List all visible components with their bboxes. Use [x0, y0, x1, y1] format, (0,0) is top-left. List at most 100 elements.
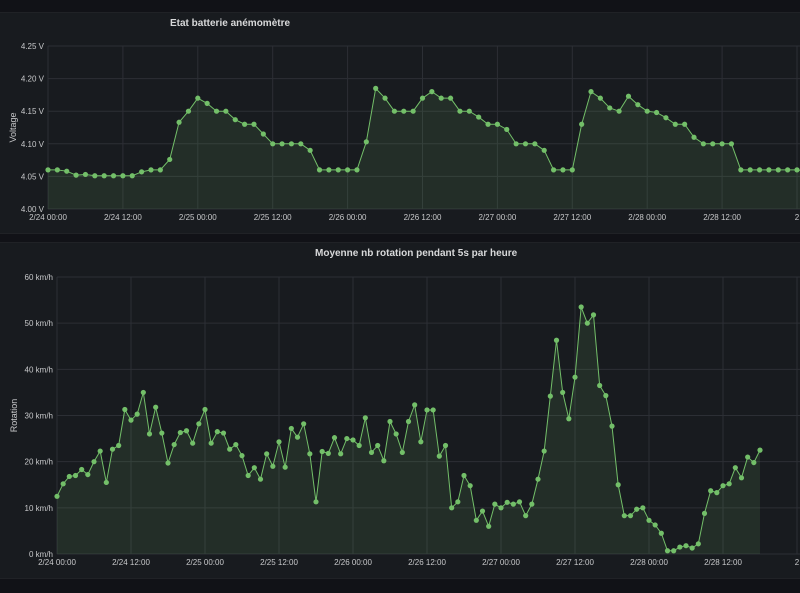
data-point — [726, 481, 732, 487]
x-tick-label: 2/25 12:00 — [254, 213, 292, 222]
data-point — [202, 406, 208, 413]
data-point — [177, 429, 183, 436]
data-point — [338, 451, 344, 457]
data-point — [710, 141, 716, 147]
data-point — [429, 89, 435, 95]
data-point — [522, 141, 529, 147]
y-tick-label: 20 km/h — [25, 458, 53, 467]
data-point — [566, 416, 572, 422]
x-tick-label: 2/26 00:00 — [329, 213, 367, 222]
data-point — [436, 453, 442, 459]
data-point — [45, 167, 51, 173]
data-point — [597, 382, 603, 389]
data-point — [625, 93, 632, 99]
data-point — [658, 530, 664, 536]
data-point — [159, 430, 165, 436]
data-point — [165, 460, 171, 466]
y-tick-label: 4.15 V — [21, 107, 45, 116]
data-point — [523, 513, 529, 519]
battery-panel: Etat batterie anémomètre 4.00 V 4.05 V 4.1… — [0, 12, 800, 234]
data-point — [260, 131, 266, 137]
series-points — [54, 304, 763, 554]
data-point — [615, 482, 621, 488]
series-area — [57, 307, 760, 554]
data-point — [270, 141, 276, 147]
data-point — [578, 304, 584, 310]
y-tick-label: 4.25 V — [21, 42, 45, 51]
x-tick-label: 2/26 12:00 — [404, 213, 442, 222]
data-point — [640, 505, 646, 511]
data-point — [316, 167, 323, 173]
data-point — [313, 499, 319, 505]
data-point — [720, 483, 726, 489]
data-point — [66, 473, 72, 480]
data-point — [516, 499, 523, 505]
data-point — [288, 425, 294, 432]
data-point — [190, 440, 196, 446]
data-point — [288, 141, 295, 147]
data-point — [597, 95, 603, 101]
data-point — [220, 430, 227, 436]
data-point — [607, 105, 613, 111]
rotation-chart[interactable]: 0 km/h 10 km/h 20 km/h 30 km/h 40 km/h 50 km/… — [0, 243, 800, 580]
battery-chart[interactable]: 4.00 V 4.05 V 4.10 V 4.15 V 4.20 V 4.25 V 2/24… — [0, 13, 800, 235]
data-point — [110, 173, 117, 179]
data-point — [276, 439, 282, 445]
data-point — [213, 108, 220, 114]
data-point — [391, 108, 398, 114]
data-point — [569, 167, 575, 173]
data-point — [616, 108, 622, 114]
data-point — [298, 141, 304, 147]
x-tick-label: 2/26 00:00 — [334, 558, 372, 567]
data-point — [560, 167, 566, 173]
y-tick-label: 4.20 V — [21, 75, 45, 84]
data-point — [449, 505, 455, 511]
data-point — [701, 510, 708, 516]
data-point — [412, 402, 418, 408]
x-tick-label: 2/27 00:00 — [482, 558, 520, 567]
data-point — [476, 114, 482, 120]
data-point — [732, 465, 738, 471]
data-point — [644, 108, 650, 114]
data-point — [227, 446, 233, 452]
grid-lines — [47, 45, 800, 210]
battery-panel-title[interactable]: Etat batterie anémomètre — [170, 18, 291, 29]
data-point — [368, 449, 375, 456]
data-point — [148, 167, 154, 173]
data-point — [430, 407, 436, 413]
data-point — [128, 417, 134, 423]
data-point — [510, 501, 516, 507]
x-tick-label: 2/27 00:00 — [478, 213, 516, 222]
x-tick-label: 2/27 12:00 — [553, 213, 591, 222]
data-point — [279, 141, 285, 147]
data-point — [354, 167, 360, 173]
data-point — [663, 115, 669, 121]
data-point — [85, 471, 91, 478]
data-point — [331, 435, 338, 441]
data-point — [419, 95, 426, 101]
data-point — [363, 139, 369, 145]
data-point — [794, 167, 800, 173]
data-point — [745, 454, 751, 460]
data-point — [719, 141, 725, 147]
data-point — [584, 320, 590, 326]
data-point — [129, 173, 135, 179]
data-point — [97, 448, 103, 454]
data-point — [171, 441, 177, 448]
data-point — [447, 95, 454, 101]
data-point — [204, 100, 210, 106]
data-point — [756, 167, 763, 173]
data-point — [664, 548, 671, 554]
rotation-panel-title[interactable]: Moyenne nb rotation pendant 5s par heure — [315, 248, 518, 259]
x-tick-label: 2 — [795, 213, 800, 222]
data-point — [588, 89, 594, 95]
data-point — [492, 501, 498, 507]
data-point — [553, 337, 560, 343]
data-point — [572, 374, 578, 380]
data-point — [646, 517, 652, 523]
data-point — [350, 437, 356, 443]
data-point — [535, 476, 541, 482]
data-point — [691, 134, 697, 140]
data-point — [109, 446, 116, 452]
y-tick-label: 0 km/h — [29, 550, 53, 559]
